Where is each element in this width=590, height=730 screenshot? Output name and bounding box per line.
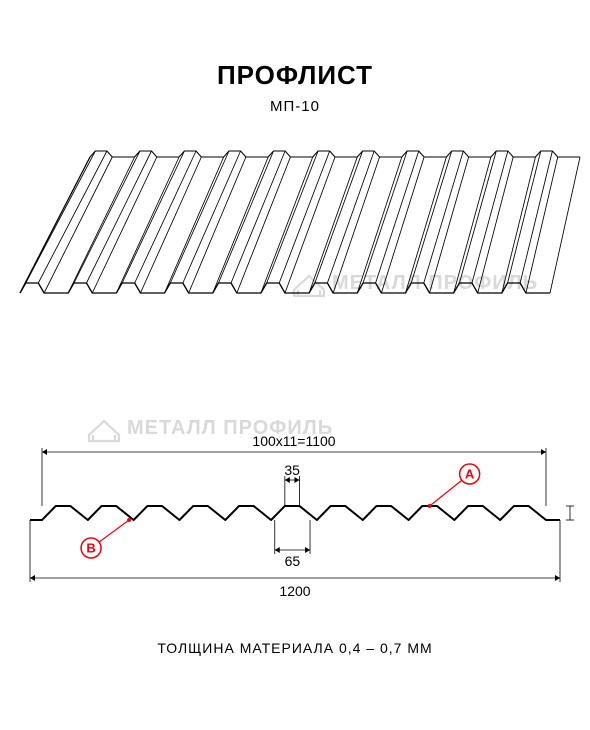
svg-text:A: A xyxy=(465,466,475,481)
svg-text:B: B xyxy=(86,540,95,555)
svg-text:1200: 1200 xyxy=(279,583,310,599)
page: ПРОФЛИСТ МП-10 МЕТАЛЛ ПРОФИЛЬ МЕТАЛЛ ПРО… xyxy=(0,0,590,730)
page-subtitle: МП-10 xyxy=(0,98,590,115)
svg-text:100x11=1100: 100x11=1100 xyxy=(252,433,335,449)
page-title: ПРОФЛИСТ xyxy=(0,60,590,91)
svg-text:35: 35 xyxy=(284,462,300,478)
profile-cross-section: A B 100x11=1100 35 65 1200 xyxy=(0,410,590,610)
perspective-sheet-diagram xyxy=(0,145,590,305)
svg-text:65: 65 xyxy=(285,553,301,569)
material-thickness-label: ТОЛЩИНА МАТЕРИАЛА 0,4 – 0,7 ММ xyxy=(0,640,590,656)
